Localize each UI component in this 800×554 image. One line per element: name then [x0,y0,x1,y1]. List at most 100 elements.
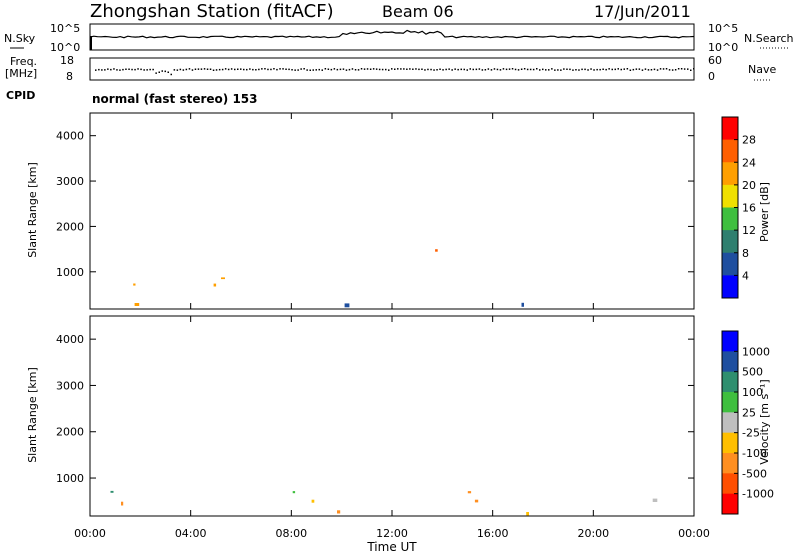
freq-dot [191,69,194,71]
colorbar-tick-label: 20 [742,179,756,192]
freq-dot [620,68,622,71]
freq-dot [366,68,369,70]
power-yticks: 4000 3000 2000 1000 [56,130,694,279]
freq-unit-label: [MHz] [5,67,37,80]
freq-dot [626,68,629,70]
sky-left-tick-bottom: 10^0 [50,41,80,54]
freq-dot [391,68,393,70]
freq-dot [424,69,426,71]
y-tick-label: 3000 [56,379,84,392]
freq-dot [581,68,583,71]
freq-dot [442,69,444,71]
freq-dot [406,68,408,70]
x-tick-label: 04:00 [175,527,207,540]
freq-dot [653,68,656,71]
scatter-cell [292,491,296,494]
figure-title: Zhongshan Station (fitACF) [90,1,334,22]
power-panel: 4000 3000 2000 1000 Slant Range [km] [26,112,695,310]
freq-dot [433,69,435,71]
freq-dot [587,69,589,71]
velocity-panel-frame [89,315,695,517]
colorbar-segment [722,331,738,352]
sky-panel-trace [89,29,695,39]
freq-dot [258,68,260,71]
freq-dot [508,68,511,70]
freq-dot [647,69,650,71]
freq-dot [182,69,185,71]
colorbar-tick-label: -500 [742,467,767,480]
freq-dot [218,68,221,71]
freq-dot [409,68,411,70]
colorbar-tick-label: 25 [742,406,756,419]
colorbar-segment [722,453,738,474]
y-tick-label: 4000 [56,333,84,346]
freq-dot [176,69,179,71]
freq-dot [472,68,474,71]
freq-dot [134,68,136,71]
colorbar-segment [722,162,738,186]
scatter-cell [344,303,350,308]
y-tick-label: 3000 [56,175,84,188]
colorbar-segment [722,432,738,454]
colorbar-segment [722,371,738,393]
x-tick-label: 12:00 [376,527,408,540]
freq-tick-top: 18 [60,54,74,67]
y-tick-label: 1000 [56,472,84,485]
freq-dot [155,72,157,74]
x-tick-label: 00:00 [74,527,106,540]
freq-dot [439,68,441,70]
date-label: 17/Jun/2011 [594,2,691,21]
scatter-cell [526,512,529,516]
freq-dot [246,68,248,71]
cpid-text: normal (fast stereo) 153 [92,92,258,106]
nave-label: Nave [748,63,776,76]
freq-dot [300,68,302,70]
freq-dot [249,68,251,70]
x-axis: 00:00 04:00 08:00 12:00 16:00 20:00 00:00 [74,113,710,540]
colorbar-tick-label: 16 [742,202,756,215]
freq-dot [671,69,674,71]
freq-dot [221,68,224,71]
freq-dot [185,68,188,71]
freq-dot [641,69,644,71]
colorbar-segment [722,412,738,434]
freq-dot [650,69,653,71]
freq-dot [378,68,381,71]
freq-dot [629,69,632,71]
colorbar-tick-label: 24 [742,156,756,169]
freq-dot [342,68,345,70]
freq-dot [499,69,502,71]
freq-dot [469,68,471,70]
scatter-cell [521,302,524,307]
freq-dot [339,68,342,71]
freq-dot [632,68,635,71]
freq-dot [563,68,565,70]
freq-dot [539,69,541,71]
freq-dot [381,68,384,71]
freq-dot [179,68,182,71]
freq-dot [445,68,447,71]
colorbar-tick-label: -1000 [742,488,774,501]
freq-dot [457,68,459,71]
freq-dot [270,68,272,71]
y-tick-label: 4000 [56,130,84,143]
freq-dot [98,68,100,71]
freq-dot [273,68,275,70]
scatter-cell [652,498,658,502]
freq-dot [152,68,154,71]
freq-dot [164,70,166,73]
colorbar-segment [722,207,738,231]
freq-dot [662,68,665,70]
freq-dot [318,68,320,71]
freq-dot [161,70,163,72]
power-scatter [133,249,524,308]
freq-dot [385,68,387,71]
freq-dot [502,68,505,70]
freq-dot [330,68,333,71]
power-panel-frame [89,112,695,310]
freq-dot [240,68,242,70]
freq-dot [596,68,598,71]
freq-dot [599,68,601,71]
freq-dot [324,68,327,70]
freq-dot [237,68,239,70]
